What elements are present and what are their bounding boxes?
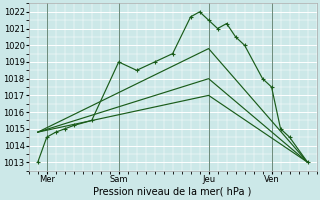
X-axis label: Pression niveau de la mer( hPa ): Pression niveau de la mer( hPa ) [93, 187, 252, 197]
